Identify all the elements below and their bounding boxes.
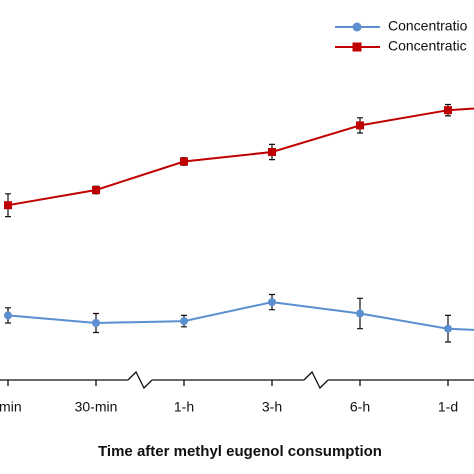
point [4,311,12,320]
x-tick-label: 6-h [350,399,370,415]
point [4,201,12,210]
x-tick-label: 1-h [174,399,194,415]
axis-break [303,370,329,390]
legend-label: Concentratic [388,38,467,54]
axis-break [127,370,153,390]
point [92,186,100,194]
point [180,317,188,326]
legend-marker [352,22,362,32]
x-tick-label: 3-h [262,399,282,415]
x-tick-label: 1-d [438,399,458,415]
x-axis-title: Time after methyl eugenol consumption [98,443,382,460]
x-tick-label: 30-min [75,399,118,415]
point [268,298,276,307]
legend-label: Concentratio [388,18,468,34]
point [356,121,364,130]
point [268,148,276,156]
point [356,309,364,318]
point [180,157,188,166]
series-line [7,301,474,331]
point [444,324,452,333]
x-tick-label: -min [0,399,22,415]
point [444,106,452,115]
point [92,319,100,327]
legend-marker [352,42,362,52]
series-line [7,107,474,207]
